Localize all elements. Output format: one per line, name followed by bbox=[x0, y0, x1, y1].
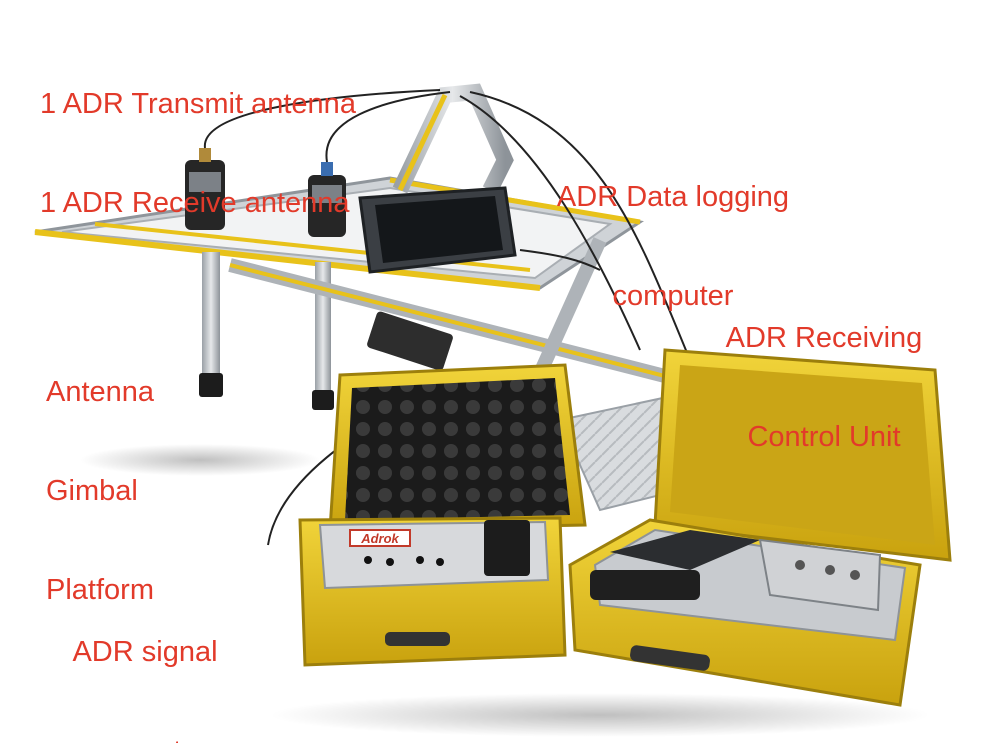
label-antennas-line1: 1 ADR Transmit antenna bbox=[40, 88, 356, 120]
label-antennas-line2: 1 ADR Receive antenna bbox=[40, 187, 350, 219]
transmit-antenna bbox=[185, 148, 225, 230]
signal-generator-case: Adrok bbox=[298, 363, 587, 667]
label-receiving-line1: ADR Receiving bbox=[725, 322, 923, 354]
ground-shadow-cases bbox=[270, 693, 930, 737]
receive-antenna bbox=[308, 162, 346, 237]
label-receiving-control-unit: ADR Receiving Control Unit bbox=[715, 256, 933, 520]
label-gimbal-line3: Platform bbox=[46, 574, 154, 606]
ground-shadow-left bbox=[80, 444, 320, 476]
label-logging-line2: computer bbox=[612, 280, 734, 312]
label-gimbal-line1: Antenna bbox=[46, 376, 155, 408]
label-signal-generator: ADR signal generator bbox=[60, 570, 230, 743]
label-data-logging-computer: ADR Data logging computer bbox=[542, 115, 804, 379]
label-receiving-line2: Control Unit bbox=[747, 421, 901, 453]
svg-text:Adrok: Adrok bbox=[360, 531, 399, 546]
label-gimbal-line2: Gimbal bbox=[46, 475, 138, 507]
label-signal-line2: generator bbox=[60, 735, 230, 743]
label-signal-line1: ADR signal bbox=[72, 636, 218, 668]
label-antenna-gimbal-platform: Antenna Gimbal Platform bbox=[46, 310, 154, 673]
data-logging-tablet bbox=[358, 186, 517, 274]
label-antennas: 1 ADR Transmit antenna 1 ADR Receive ant… bbox=[40, 22, 356, 286]
receiving-control-unit-case bbox=[568, 348, 952, 707]
label-logging-line1: ADR Data logging bbox=[556, 181, 790, 213]
